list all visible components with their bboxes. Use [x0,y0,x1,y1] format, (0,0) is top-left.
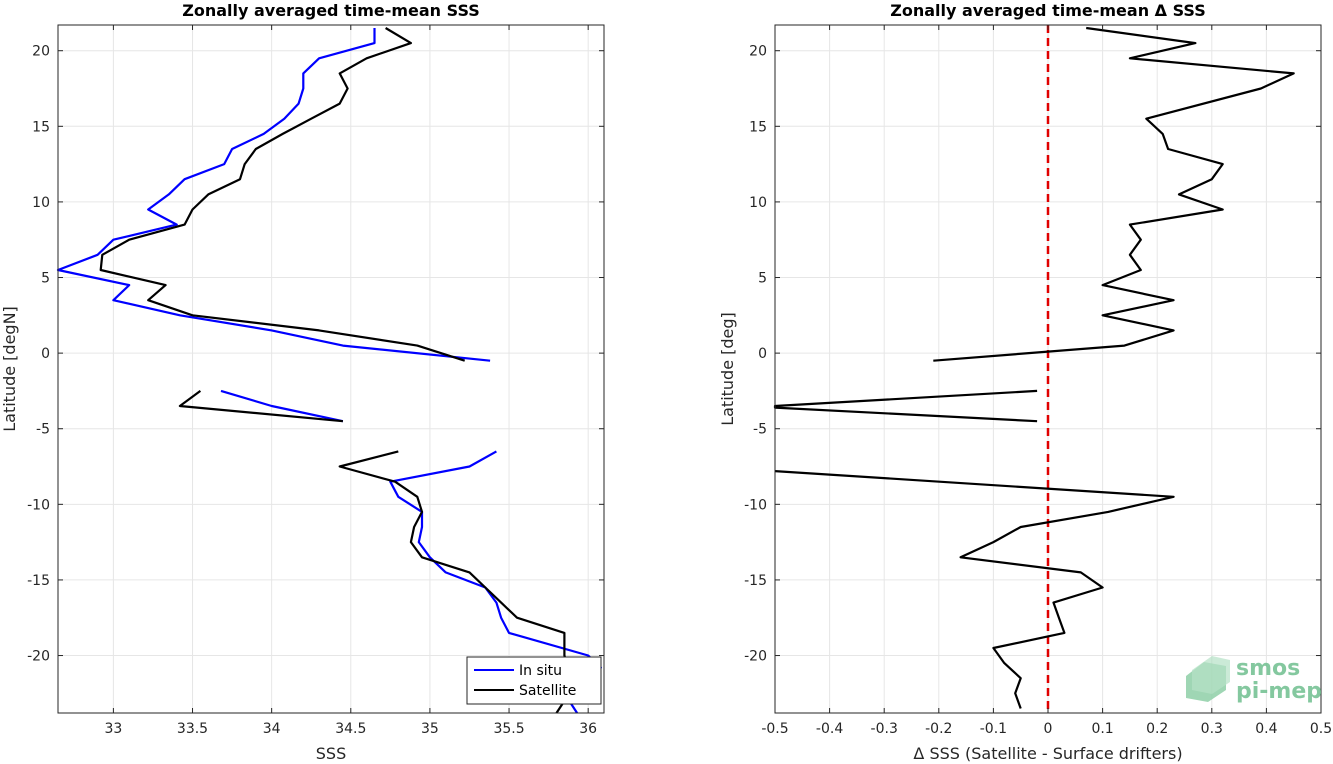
x-tick-label: 33 [104,721,122,737]
x-tick-label: -0.4 [816,721,843,737]
panel-delta-sss: -0.5 -0.4 -0.3 -0.2 -0.1 0 0.1 0.2 0.3 0.4 0.5 -20 -… [718,1,1332,763]
x-tick-label: 34.5 [335,721,366,737]
y-tick-label: 15 [749,119,767,135]
y-tick-label: 5 [41,271,50,287]
y-tick-label: -15 [744,573,767,589]
x-tick-label: 34 [263,721,281,737]
series-line-satellite [178,390,344,423]
y-tick-label: 5 [758,271,767,287]
series-line-series-0 [773,389,1038,423]
x-axis-label: SSS [316,744,346,763]
y-tick-label: 0 [758,346,767,362]
chart-title: Zonally averaged time-mean SSS [182,1,480,20]
legend-satellite-label: Satellite [519,683,576,699]
x-axis-label: Δ SSS (Satellite - Surface drifters) [913,744,1182,763]
x-tick-label: 36 [579,721,597,737]
y-tick-label: -5 [753,422,767,438]
x-tick-label: 33.5 [177,721,208,737]
x-tick-label: -0.3 [871,721,898,737]
x-tick-label: 0.1 [1091,721,1113,737]
plot-frame [57,24,605,714]
logo-text-pi-mep: pi-mep [1236,679,1322,704]
x-tick-label: -0.2 [925,721,952,737]
logo-emblem-layer [1192,656,1230,694]
x-tick-label: 0.4 [1255,721,1277,737]
x-tick-label: 0.2 [1146,721,1168,737]
series-line-in-situ [220,389,344,423]
y-tick-label: -10 [744,497,767,513]
y-tick-label: -20 [744,649,767,665]
y-axis-label: Latitude [degN] [0,306,19,432]
x-tick-label: 0 [1044,721,1053,737]
chart-title: Zonally averaged time-mean Δ SSS [890,1,1206,20]
y-tick-label: 20 [749,44,767,60]
y-tick-label: 15 [32,119,50,135]
legend-frame [466,656,602,705]
x-tick-label: 0.5 [1310,721,1332,737]
series-line-series-0 [933,26,1295,362]
y-tick-label: 10 [749,195,767,211]
series-line-satellite [99,27,466,362]
logo-text-smos: smos [1236,656,1300,681]
x-tick-label: 35.5 [493,721,524,737]
y-tick-label: -10 [27,497,50,513]
x-tick-label: 35 [421,721,439,737]
y-tick-label: 10 [32,195,50,211]
x-tick-label: -0.5 [761,721,788,737]
y-tick-label: -5 [36,422,50,438]
y-tick-label: 20 [32,44,50,60]
panel-sss: 33 33.5 34 34.5 35 35.5 36 -20 -15 -10 -5 0 5 10 15 20 Z… [0,1,605,763]
legend-in-situ-label: In situ [519,663,562,679]
y-axis-label: Latitude [deg] [718,312,737,426]
legend: In situ Satellite [466,656,602,705]
smos-pi-mep-logo: smos pi-mep [1186,656,1322,704]
y-tick-label: -20 [27,649,50,665]
x-tick-label: 0.3 [1201,721,1223,737]
series-line-series-0 [774,470,1175,709]
series-line-in-situ [56,28,491,362]
y-tick-label: 0 [41,346,50,362]
x-tick-label: -0.1 [980,721,1007,737]
y-tick-label: -15 [27,573,50,589]
